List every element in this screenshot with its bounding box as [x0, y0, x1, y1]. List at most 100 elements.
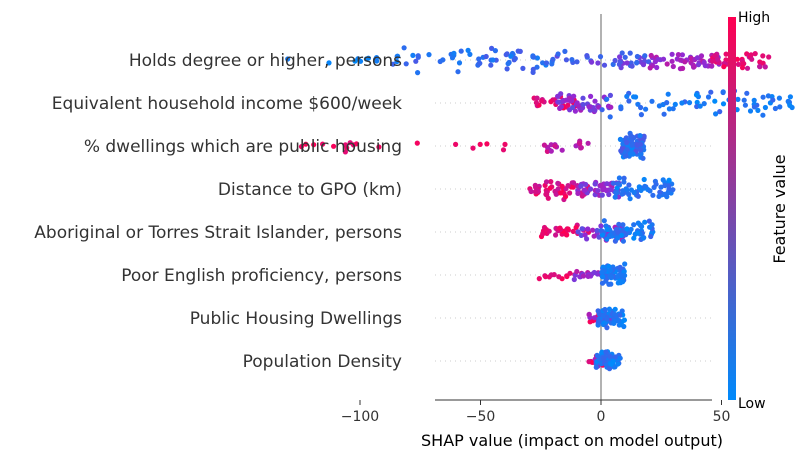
shap-point: [710, 58, 716, 64]
shap-point: [401, 45, 407, 51]
shap-point: [622, 261, 628, 267]
shap-point: [492, 48, 498, 54]
shap-point: [661, 111, 667, 117]
shap-point: [642, 183, 648, 189]
shap-point: [615, 361, 621, 367]
shap-point: [612, 311, 618, 317]
shap-point: [640, 62, 647, 68]
shap-point: [617, 312, 623, 318]
shap-point: [520, 65, 526, 71]
shap-point: [735, 96, 741, 102]
shap-point: [592, 107, 598, 113]
shap-point: [665, 91, 671, 97]
shap-point: [626, 98, 632, 104]
feature-label: Public Housing Dwellings: [190, 309, 402, 329]
shap-point: [615, 229, 621, 235]
x-axis-ticks: −100 −50 0 50: [341, 400, 731, 425]
shap-point: [595, 188, 601, 194]
colorbar-low-label: Low: [738, 396, 766, 412]
shap-point: [599, 232, 606, 238]
shap-point: [579, 226, 585, 232]
shap-point: [555, 180, 561, 186]
shap-point: [592, 181, 598, 187]
shap-point: [760, 53, 766, 59]
shap-point: [631, 222, 637, 228]
shap-point: [617, 136, 624, 142]
shap-point: [607, 232, 613, 238]
shap-point: [694, 99, 700, 105]
shap-point: [624, 60, 630, 66]
shap-point: [536, 276, 542, 282]
shap-point: [574, 59, 580, 65]
shap-point: [548, 99, 554, 105]
shap-point: [607, 353, 613, 359]
shap-point: [601, 356, 607, 362]
shap-point: [567, 270, 573, 276]
shap-point: [616, 317, 622, 324]
shap-point: [649, 98, 655, 104]
shap-point: [650, 192, 656, 198]
shap-point: [548, 272, 554, 278]
x-tick-label: 50: [713, 409, 731, 425]
shap-point: [621, 179, 627, 185]
shap-point: [451, 50, 457, 57]
shap-point: [394, 58, 400, 65]
shap-point: [578, 232, 584, 238]
shap-point: [604, 236, 610, 242]
shap-point: [652, 59, 659, 65]
shap-point: [410, 52, 416, 59]
shap-point: [597, 182, 604, 188]
shap-point: [614, 235, 621, 241]
feature-label: Distance to GPO (km): [218, 180, 402, 200]
shap-point: [601, 62, 608, 68]
shap-point: [573, 224, 579, 231]
shap-point: [600, 187, 606, 193]
shap-point: [621, 175, 627, 181]
shap-point: [455, 69, 461, 75]
shap-point: [556, 274, 562, 280]
shap-point: [770, 97, 776, 103]
shap-point: [540, 231, 546, 237]
shap-point: [615, 181, 621, 187]
feature-labels: Holds degree or higher, persons Equivalen…: [34, 51, 402, 372]
shap-point: [563, 97, 570, 103]
shap-point: [658, 184, 664, 190]
x-tick-label: 0: [597, 409, 606, 425]
shap-point: [694, 55, 701, 61]
feature-label: Aboriginal or Torres Strait Islander, pe…: [34, 223, 402, 243]
shap-point: [734, 56, 741, 62]
shap-point: [548, 148, 554, 154]
shap-point: [665, 190, 671, 196]
shap-point: [602, 306, 608, 313]
shap-point: [742, 102, 749, 108]
shap-point: [547, 185, 553, 191]
shap-point: [285, 56, 291, 62]
shap-point: [543, 179, 550, 185]
shap-point: [616, 175, 623, 181]
shap-point: [508, 53, 514, 59]
shap-point: [599, 269, 605, 275]
shap-point: [629, 63, 635, 69]
shap-point: [596, 317, 602, 323]
shap-point: [669, 58, 675, 64]
shap-point: [512, 55, 518, 62]
shap-point: [695, 62, 702, 68]
shap-point: [344, 145, 350, 151]
shap-point: [620, 188, 626, 194]
shap-point: [741, 61, 747, 67]
shap-point: [465, 47, 471, 54]
shap-point: [643, 106, 649, 112]
shap-point: [631, 235, 637, 241]
shap-point: [613, 190, 619, 196]
shap-point: [586, 104, 592, 110]
shap-point: [541, 142, 548, 148]
shap-point: [628, 149, 635, 156]
shap-point: [701, 59, 707, 65]
shap-point: [751, 97, 757, 103]
shap-point: [531, 54, 537, 60]
shap-point: [580, 101, 586, 108]
shap-point: [618, 232, 625, 238]
shap-point: [666, 177, 672, 183]
shap-point: [604, 181, 610, 187]
shap-point: [440, 57, 446, 63]
